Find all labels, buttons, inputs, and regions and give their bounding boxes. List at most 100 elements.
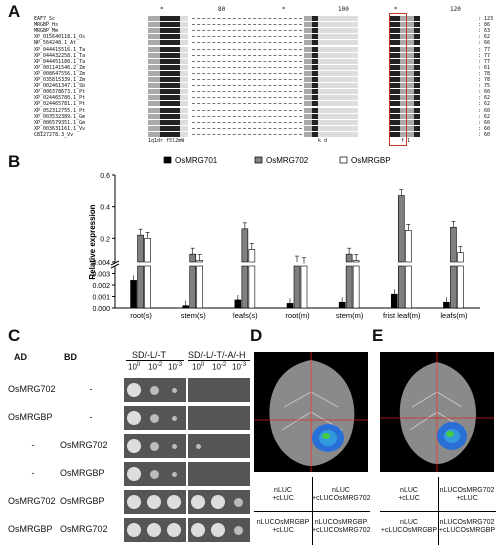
sequence-blocks	[132, 70, 472, 77]
sequence-end-position: : 77	[478, 58, 491, 65]
residue-block	[312, 58, 318, 64]
sequence-end-position: : 77	[478, 52, 491, 59]
yeast-spot	[171, 387, 177, 393]
category-label: root(s)	[130, 311, 152, 320]
media-underline-2	[188, 360, 250, 361]
sequence-blocks	[132, 28, 472, 34]
residue-block	[304, 46, 312, 52]
sequence-name: XP_003631161.1_Vv	[34, 125, 86, 132]
dilution-base: 10	[168, 362, 177, 372]
residue-block	[304, 28, 312, 34]
residue-block	[400, 119, 414, 125]
category-label: frist leaf(m)	[383, 311, 421, 320]
residue-block	[312, 101, 318, 107]
sequence-blocks	[132, 83, 472, 89]
yeast-spot	[149, 441, 159, 451]
sequence-name: XP_015640118.1_Os	[34, 34, 86, 41]
residue-block	[312, 119, 318, 125]
sequence-end-position: : 61	[478, 64, 491, 71]
bar-lower-segment	[450, 265, 457, 309]
bar	[248, 249, 256, 263]
residue-block	[318, 16, 358, 21]
residue-block	[390, 77, 400, 82]
residue-block	[180, 64, 188, 70]
residue-block	[148, 125, 160, 131]
sequence-blocks	[132, 22, 472, 28]
yeast-spot	[127, 523, 141, 537]
residue-block	[414, 22, 420, 28]
residue-block	[400, 58, 414, 64]
gap-line	[192, 109, 302, 111]
yeast-spot	[147, 523, 161, 537]
sequence-end-position: : 62	[478, 34, 491, 41]
residue-block	[180, 58, 188, 64]
y-tick-label: 0.004	[92, 260, 110, 267]
category-label: stem(s)	[181, 311, 207, 320]
yeast-spot	[191, 523, 205, 537]
category-label: leafs(s)	[233, 311, 258, 320]
media-label-2: SD/-L/-T/-A/-H	[188, 350, 246, 360]
gap-line	[192, 18, 302, 19]
sequence-end-position: : 62	[478, 101, 491, 108]
residue-block	[148, 101, 160, 107]
bar-lower-segment	[397, 265, 405, 309]
residue-block	[318, 46, 358, 52]
alignment-row: CBI27278.3_Vv: 60	[8, 131, 496, 138]
residue-block	[160, 52, 180, 58]
sequence-blocks	[132, 107, 472, 114]
legend-swatch	[339, 156, 348, 164]
yeast-spot	[233, 525, 243, 535]
residue-block	[180, 95, 188, 101]
leaf-image-d	[254, 352, 368, 472]
residue-block	[160, 131, 180, 137]
residue-block	[414, 131, 420, 137]
residue-block	[312, 77, 318, 82]
yeast-spot	[149, 469, 159, 479]
residue-block	[148, 58, 160, 64]
axis-break-mark	[110, 263, 120, 269]
luc-grid-e: nLUC +cLUC nLUCOsMRG702 +cLUC nLUC +cLUC…	[380, 477, 496, 545]
yeast-spot	[149, 413, 159, 423]
residue-block	[390, 125, 400, 131]
residue-block	[148, 22, 160, 28]
residue-block	[304, 40, 312, 46]
residue-block	[390, 119, 400, 125]
residue-block	[312, 40, 318, 46]
residue-block	[400, 16, 414, 21]
sequence-blocks	[132, 16, 472, 22]
residue-block	[318, 40, 358, 46]
residue-block	[318, 64, 358, 70]
residue-block	[312, 107, 318, 113]
gap-line	[192, 48, 302, 50]
residue-block	[318, 52, 358, 58]
residue-block	[180, 131, 188, 137]
luc-d-bl: nLUCOsMRGBP +cLUC	[256, 519, 310, 534]
ad-construct: OsMRG702	[8, 496, 56, 506]
residue-block	[180, 34, 188, 40]
residue-block	[304, 89, 312, 95]
residue-block	[414, 101, 420, 107]
alignment-row: XP_008647556.1_Zm: 78	[8, 70, 496, 77]
dilution-base: 10	[192, 362, 201, 372]
sequence-name: XP_008647556.1_Zm	[34, 70, 86, 77]
legend-swatch	[254, 156, 263, 164]
bar	[345, 253, 353, 263]
yeast-two-hybrid: AD BD SD/-L/-T SD/-L/-T/-A/-H 100 10-2 10-…	[8, 322, 250, 547]
residue-block	[304, 131, 312, 137]
residue-block	[180, 89, 188, 95]
alignment-row: XP_024465781.1_Pt: 62	[8, 101, 496, 107]
residue-block	[148, 83, 160, 89]
gap-line	[192, 85, 302, 87]
residue-block	[390, 40, 400, 46]
sequence-name: MRGBP_Mm	[34, 28, 59, 35]
sequence-end-position: : 86	[478, 22, 491, 29]
ad-construct: -	[31, 468, 35, 478]
residue-block	[414, 107, 420, 113]
residue-block	[312, 89, 318, 95]
sequence-end-position: : 78	[478, 77, 491, 83]
yeast-spot	[211, 523, 225, 537]
luc-d-br: nLUCOsMRGBP +cLUCOsMRG702	[312, 519, 371, 534]
residue-block	[148, 95, 160, 101]
luc-grid-d: nLUC +cLUC nLUC +cLUCOsMRG702 nLUCOsMRGB…	[254, 477, 371, 545]
residue-block	[148, 34, 160, 40]
